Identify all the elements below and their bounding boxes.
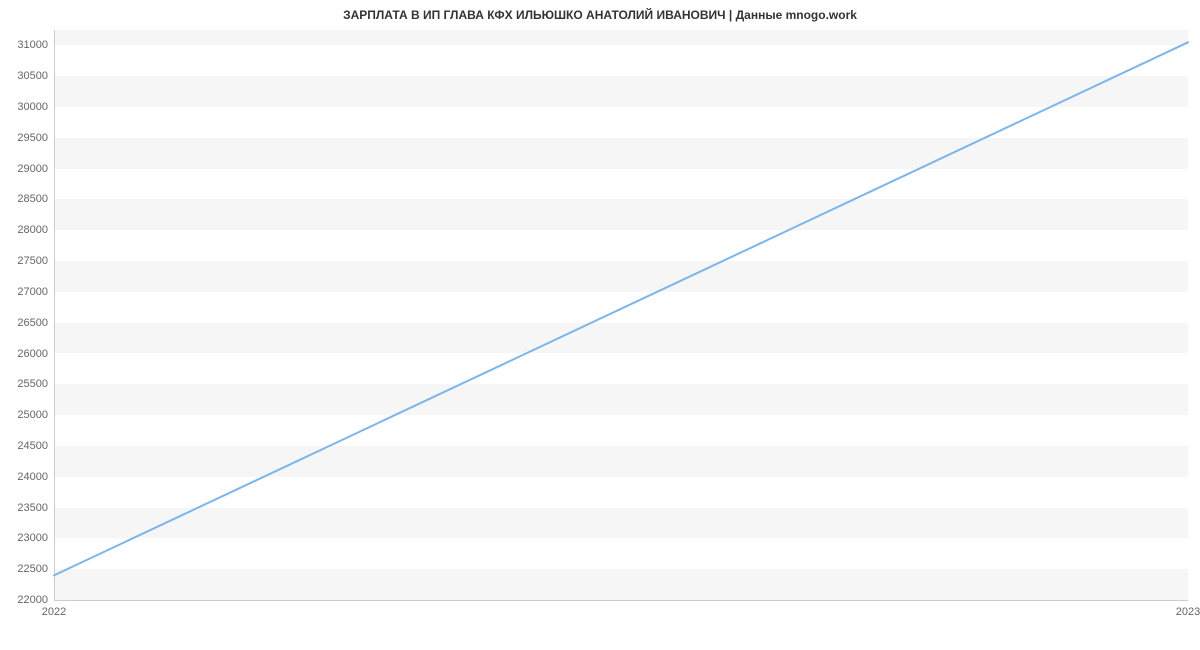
x-tick-label: 2023 <box>1176 606 1200 618</box>
y-tick-label: 25000 <box>17 409 48 421</box>
y-tick-label: 22500 <box>17 563 48 575</box>
y-tick-label: 26500 <box>17 317 48 329</box>
y-tick-label: 28500 <box>17 193 48 205</box>
chart-title: ЗАРПЛАТА В ИП ГЛАВА КФХ ИЛЬЮШКО АНАТОЛИЙ… <box>0 8 1200 22</box>
y-tick-label: 29500 <box>17 132 48 144</box>
y-tick-label: 27000 <box>17 286 48 298</box>
y-tick-label: 28000 <box>17 224 48 236</box>
x-axis-line <box>54 600 1188 601</box>
y-tick-label: 27500 <box>17 255 48 267</box>
y-tick-label: 23500 <box>17 502 48 514</box>
y-tick-label: 23000 <box>17 532 48 544</box>
chart-container: ЗАРПЛАТА В ИП ГЛАВА КФХ ИЛЬЮШКО АНАТОЛИЙ… <box>0 0 1200 650</box>
x-tick-label: 2022 <box>42 606 66 618</box>
y-tick-label: 22000 <box>17 594 48 606</box>
y-tick-label: 24000 <box>17 471 48 483</box>
y-tick-label: 26000 <box>17 348 48 360</box>
y-tick-label: 31000 <box>17 39 48 51</box>
y-tick-label: 25500 <box>17 378 48 390</box>
y-tick-label: 30000 <box>17 101 48 113</box>
y-tick-label: 29000 <box>17 163 48 175</box>
line-layer <box>54 30 1188 600</box>
series-line <box>54 42 1188 575</box>
y-tick-label: 24500 <box>17 440 48 452</box>
y-tick-label: 30500 <box>17 70 48 82</box>
plot-area: 2200022500230002350024000245002500025500… <box>54 30 1188 600</box>
